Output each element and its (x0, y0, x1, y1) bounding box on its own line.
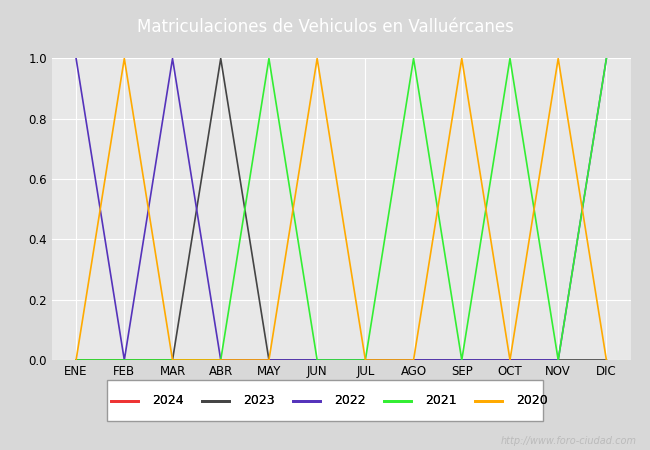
2022 (120, 357, 128, 363)
2024 (168, 357, 176, 363)
2023 (603, 357, 610, 363)
2023 (458, 357, 465, 363)
2023 (265, 357, 273, 363)
2022 (265, 357, 273, 363)
2022 (603, 56, 610, 61)
FancyBboxPatch shape (107, 380, 543, 421)
2020 (217, 357, 225, 363)
2021 (313, 357, 321, 363)
2020 (361, 357, 369, 363)
2024 (265, 357, 273, 363)
2020 (168, 357, 176, 363)
Text: 2021: 2021 (425, 394, 457, 407)
2021 (603, 56, 610, 61)
2024 (72, 357, 80, 363)
2021 (410, 56, 417, 61)
2020 (72, 357, 80, 363)
2020 (313, 56, 321, 61)
2022 (168, 56, 176, 61)
2020 (506, 357, 514, 363)
Text: 2020: 2020 (516, 394, 548, 407)
2024 (217, 357, 225, 363)
Text: 2023: 2023 (243, 394, 275, 407)
2023 (313, 357, 321, 363)
2022 (313, 357, 321, 363)
2023 (72, 357, 80, 363)
2021 (361, 357, 369, 363)
2021 (120, 357, 128, 363)
Text: 2024: 2024 (152, 394, 184, 407)
Text: 2020: 2020 (516, 394, 548, 407)
2020 (458, 56, 465, 61)
2023 (554, 357, 562, 363)
2021 (217, 357, 225, 363)
Line: 2021: 2021 (76, 58, 606, 360)
2023 (168, 357, 176, 363)
Text: Matriculaciones de Vehiculos en Valluércanes: Matriculaciones de Vehiculos en Valluérc… (136, 18, 514, 36)
2023 (506, 357, 514, 363)
2021 (168, 357, 176, 363)
2022 (506, 357, 514, 363)
2021 (72, 357, 80, 363)
Text: 2022: 2022 (334, 394, 366, 407)
2023 (410, 357, 417, 363)
2021 (554, 357, 562, 363)
2022 (72, 56, 80, 61)
2021 (458, 357, 465, 363)
2021 (265, 56, 273, 61)
2022 (217, 357, 225, 363)
2022 (458, 357, 465, 363)
2022 (361, 357, 369, 363)
Line: 2022: 2022 (76, 58, 606, 360)
Line: 2023: 2023 (76, 58, 606, 360)
Line: 2020: 2020 (76, 58, 606, 360)
2020 (410, 357, 417, 363)
2023 (120, 357, 128, 363)
2020 (554, 56, 562, 61)
2022 (410, 357, 417, 363)
2020 (120, 56, 128, 61)
2024 (120, 357, 128, 363)
Text: 2022: 2022 (334, 394, 366, 407)
2023 (361, 357, 369, 363)
2020 (265, 357, 273, 363)
Text: 2024: 2024 (152, 394, 184, 407)
2021 (506, 56, 514, 61)
Text: 2023: 2023 (243, 394, 275, 407)
Text: 2021: 2021 (425, 394, 457, 407)
2022 (554, 357, 562, 363)
2020 (603, 357, 610, 363)
Text: http://www.foro-ciudad.com: http://www.foro-ciudad.com (501, 436, 637, 446)
2023 (217, 56, 225, 61)
